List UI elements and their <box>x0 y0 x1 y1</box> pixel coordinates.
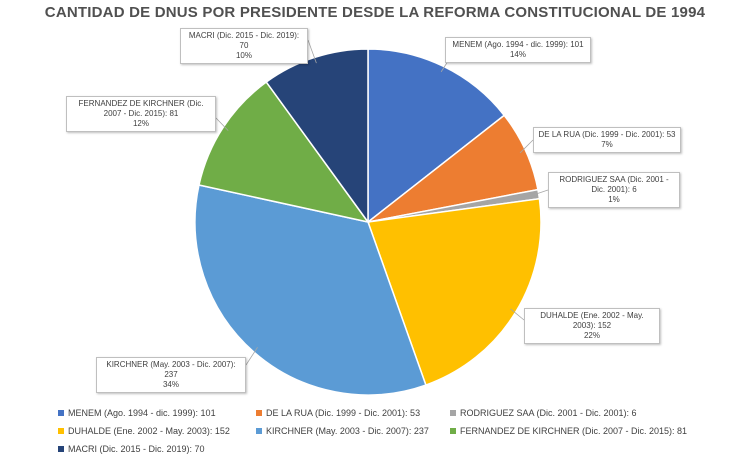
pie-slice-5 <box>198 80 370 224</box>
pie-slice-3 <box>366 197 542 386</box>
legend-item-de-la-rua: DE LA RUA (Dic. 1999 - Dic. 2001): 53 <box>256 408 450 418</box>
legend-swatch <box>256 410 262 416</box>
data-label-menem: MENEM (Ago. 1994 - dic. 1999): 101 14% <box>445 37 591 63</box>
legend-item-rodriguez-saa: RODRIGUEZ SAA (Dic. 2001 - Dic. 2001): 6 <box>450 408 637 418</box>
leader-line-6 <box>307 39 317 64</box>
legend: MENEM (Ago. 1994 - dic. 1999): 101 DE LA… <box>58 404 738 458</box>
leader-line-3 <box>510 308 525 321</box>
legend-item-kirchner: KIRCHNER (May. 2003 - Dic. 2007): 237 <box>256 426 450 436</box>
data-label-rodriguez-saa: RODRIGUEZ SAA (Dic. 2001 - Dic. 2001): 6… <box>548 172 680 208</box>
legend-label: DE LA RUA (Dic. 1999 - Dic. 2001): 53 <box>266 408 421 418</box>
legend-label: KIRCHNER (May. 2003 - Dic. 2007): 237 <box>266 426 429 436</box>
data-label-fernandez-de-kirchner: FERNANDEZ DE KIRCHNER (Dic. 2007 - Dic. … <box>66 96 216 132</box>
leader-line-2 <box>532 189 549 196</box>
legend-swatch <box>58 446 64 452</box>
data-label-kirchner: KIRCHNER (May. 2003 - Dic. 2007): 237 34… <box>96 357 246 393</box>
leader-line-4 <box>245 347 258 366</box>
data-label-macri: MACRI (Dic. 2015 - Dic. 2019): 70 10% <box>180 28 308 64</box>
chart-title: CANTIDAD DE DNUS POR PRESIDENTE DESDE LA… <box>44 4 706 21</box>
data-label-duhalde: DUHALDE (Ene. 2002 - May. 2003): 152 22% <box>524 308 660 344</box>
legend-label: MENEM (Ago. 1994 - dic. 1999): 101 <box>68 408 216 418</box>
legend-item-menem: MENEM (Ago. 1994 - dic. 1999): 101 <box>58 408 256 418</box>
legend-swatch <box>450 428 456 434</box>
leader-line-1 <box>519 139 534 154</box>
leader-line-5 <box>215 117 229 131</box>
legend-label: DUHALDE (Ene. 2002 - May. 2003): 152 <box>68 426 230 436</box>
data-label-de-la-rua: DE LA RUA (Dic. 1999 - Dic. 2001): 53 7% <box>533 127 681 153</box>
pie-chart <box>194 39 549 396</box>
legend-swatch <box>450 410 456 416</box>
legend-swatch <box>58 428 64 434</box>
pie-slice-4 <box>194 184 427 396</box>
legend-label: RODRIGUEZ SAA (Dic. 2001 - Dic. 2001): 6 <box>460 408 637 418</box>
legend-swatch <box>58 410 64 416</box>
legend-item-duhalde: DUHALDE (Ene. 2002 - May. 2003): 152 <box>58 426 256 436</box>
legend-label: MACRI (Dic. 2015 - Dic. 2019): 70 <box>68 444 205 454</box>
legend-item-macri: MACRI (Dic. 2015 - Dic. 2019): 70 <box>58 444 205 454</box>
legend-label: FERNANDEZ DE KIRCHNER (Dic. 2007 - Dic. … <box>460 426 688 436</box>
pie-slice-0 <box>367 48 506 224</box>
legend-swatch <box>256 428 262 434</box>
legend-item-fernandez-de-kirchner: FERNANDEZ DE KIRCHNER (Dic. 2007 - Dic. … <box>450 426 687 436</box>
